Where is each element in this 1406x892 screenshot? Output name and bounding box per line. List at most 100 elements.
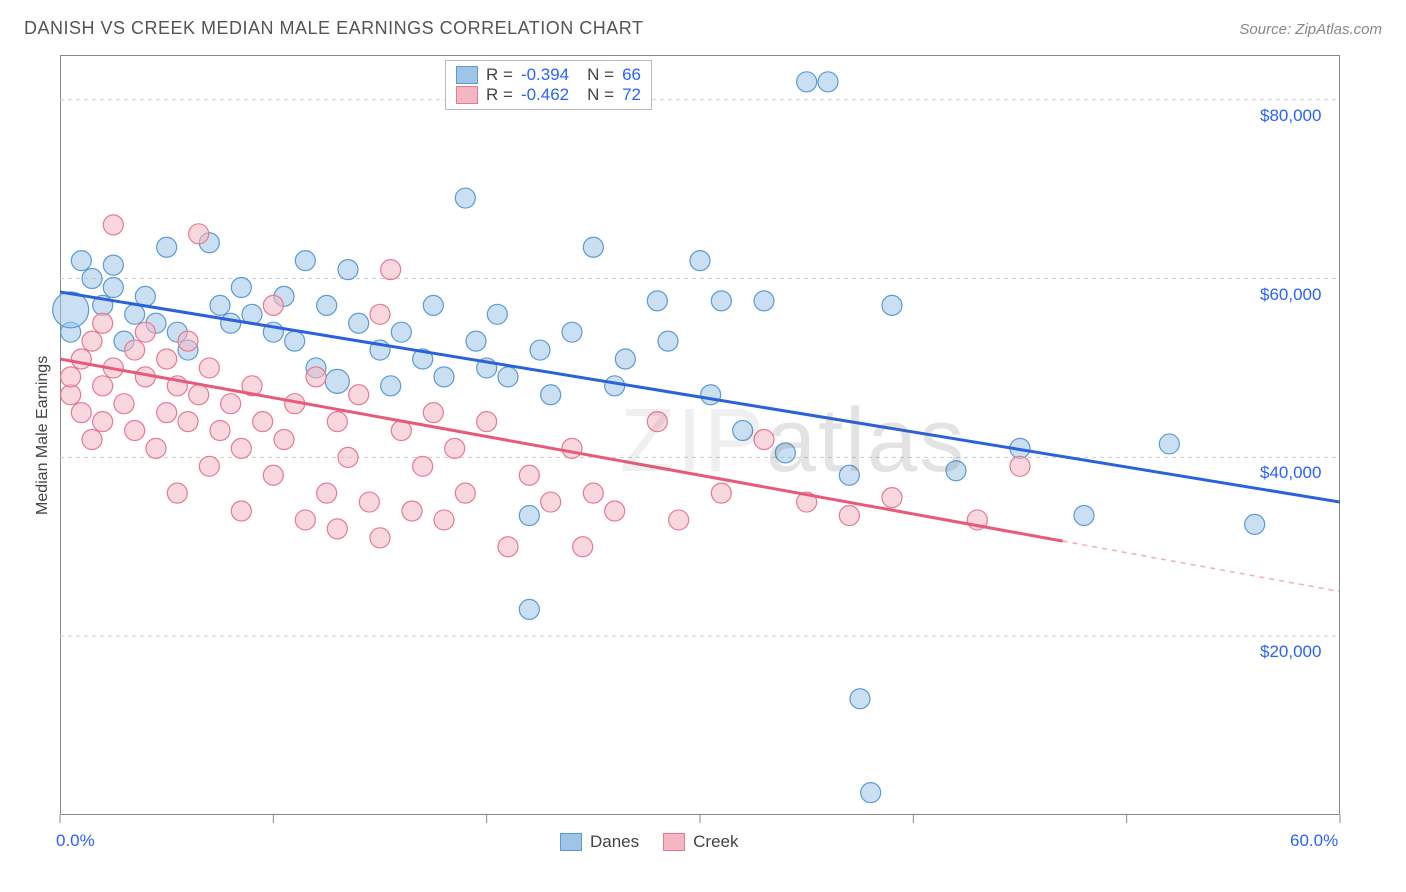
data-point [605,501,625,521]
data-point [434,510,454,530]
data-point [818,72,838,92]
trend-line-extrapolated [1063,541,1340,591]
x-tick-label: 0.0% [56,831,95,851]
data-point [882,488,902,508]
data-point [445,438,465,458]
data-point [231,277,251,297]
data-point [338,447,358,467]
data-point [381,260,401,280]
legend-label: Creek [693,832,738,852]
trend-line [60,359,1063,541]
data-point [434,367,454,387]
data-point [861,783,881,803]
data-point [157,349,177,369]
data-point [466,331,486,351]
data-point [946,461,966,481]
data-point [615,349,635,369]
data-point [370,304,390,324]
data-point [338,260,358,280]
data-point [711,483,731,503]
data-point [317,295,337,315]
data-point [178,331,198,351]
data-point [669,510,689,530]
data-point [263,465,283,485]
y-tick-label: $80,000 [1260,106,1321,126]
data-point [541,492,561,512]
data-point [647,412,667,432]
legend-row: R =-0.394N =66 [456,65,641,85]
x-tick-label: 60.0% [1290,831,1338,851]
data-point [754,291,774,311]
correlation-legend: R =-0.394N =66R =-0.462N =72 [445,60,652,110]
data-point [839,465,859,485]
data-point [647,291,667,311]
data-point [882,295,902,315]
y-tick-label: $60,000 [1260,285,1321,305]
data-point [146,438,166,458]
legend-row: R =-0.462N =72 [456,85,641,105]
series-legend: Danes Creek [560,832,739,852]
data-point [71,349,91,369]
data-point [231,438,251,458]
legend-swatch [456,66,478,84]
data-point [167,483,187,503]
data-point [178,412,198,432]
data-point [754,429,774,449]
data-point [797,72,817,92]
data-point [221,394,241,414]
data-point [498,537,518,557]
data-point [125,340,145,360]
data-point [359,492,379,512]
legend-label: Danes [590,832,639,852]
data-point [605,376,625,396]
data-point [477,412,497,432]
data-point [263,295,283,315]
y-axis-label: Median Male Earnings [34,356,52,515]
data-point [1074,505,1094,525]
data-point [1245,514,1265,534]
data-point [103,255,123,275]
data-point [519,599,539,619]
data-point [221,313,241,333]
data-point [306,367,326,387]
data-point [61,385,81,405]
data-point [253,412,273,432]
data-point [285,331,305,351]
data-point [210,295,230,315]
data-point [274,429,294,449]
data-point [103,277,123,297]
data-point [82,331,102,351]
data-point [455,483,475,503]
data-point [61,367,81,387]
data-point [391,322,411,342]
data-point [295,510,315,530]
data-point [325,369,349,393]
data-point [583,237,603,257]
y-tick-label: $20,000 [1260,642,1321,662]
scatter-chart [0,0,1406,892]
data-point [157,403,177,423]
data-point [125,304,145,324]
data-point [327,519,347,539]
data-point [103,215,123,235]
legend-swatch [663,833,685,851]
data-point [71,251,91,271]
data-point [487,304,507,324]
data-point [519,505,539,525]
data-point [82,269,102,289]
data-point [583,483,603,503]
legend-item: Creek [663,832,738,852]
data-point [135,322,155,342]
data-point [327,412,347,432]
y-tick-label: $40,000 [1260,463,1321,483]
legend-item: Danes [560,832,639,852]
data-point [93,412,113,432]
data-point [423,403,443,423]
data-point [1010,456,1030,476]
data-point [573,537,593,557]
data-point [733,421,753,441]
data-point [690,251,710,271]
data-point [71,403,91,423]
data-point [210,421,230,441]
data-point [413,456,433,476]
